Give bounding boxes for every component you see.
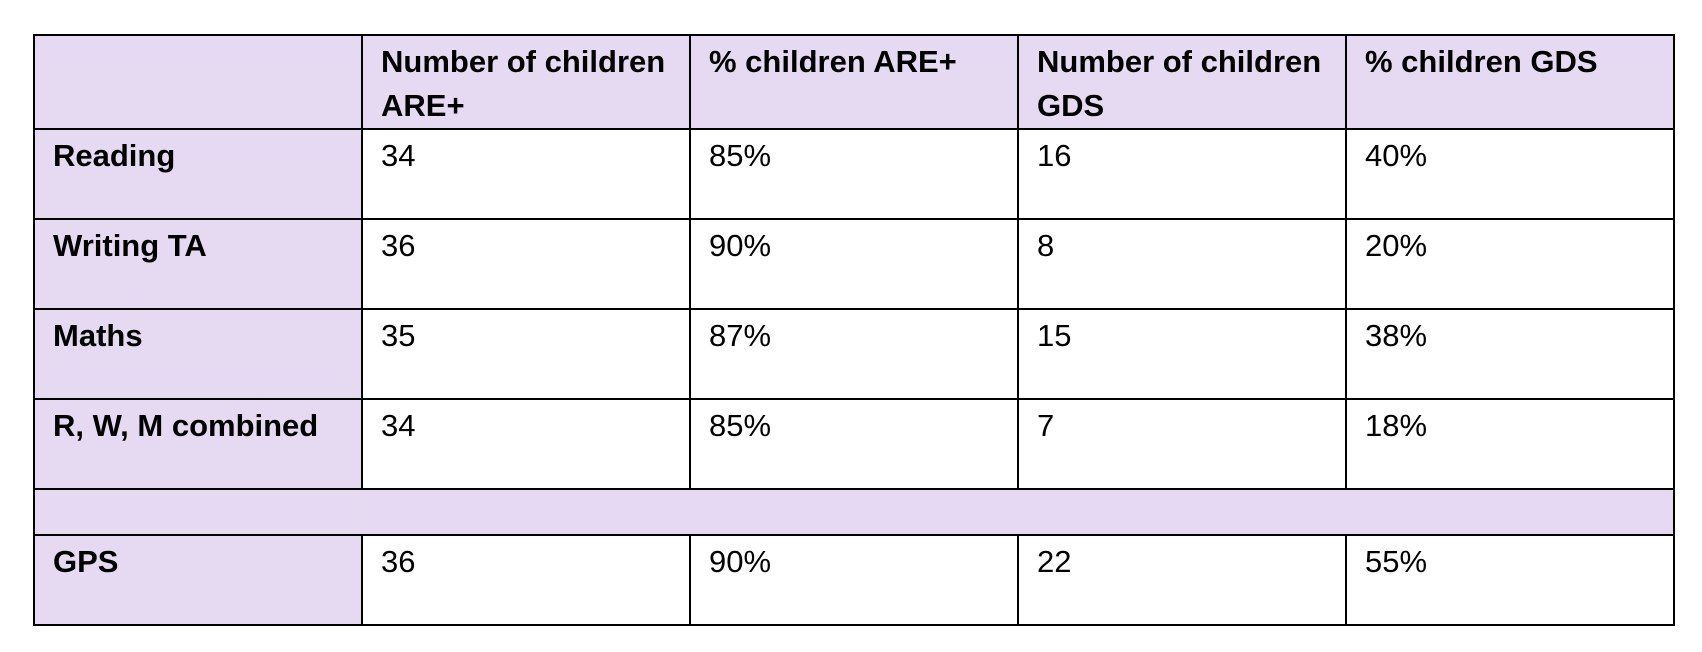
- table-cell: 22: [1017, 534, 1347, 626]
- table-spacer-row: [33, 488, 1675, 536]
- table-cell: 16: [1017, 128, 1347, 220]
- table-cell: 36: [361, 534, 691, 626]
- row-label-writing-ta: Writing TA: [33, 218, 363, 310]
- header-cell-number-gds: Number of children GDS: [1017, 34, 1347, 130]
- table-cell: 36: [361, 218, 691, 310]
- header-cell-percent-gds: % children GDS: [1345, 34, 1675, 130]
- header-corner-cell: [33, 34, 363, 130]
- table-cell: 90%: [689, 534, 1019, 626]
- table-cell: 18%: [1345, 398, 1675, 490]
- spacer-cell: [33, 488, 1675, 536]
- table-row: GPS 36 90% 22 55%: [33, 534, 1675, 626]
- header-cell-percent-are: % children ARE+: [689, 34, 1019, 130]
- table-cell: 34: [361, 398, 691, 490]
- row-label-reading: Reading: [33, 128, 363, 220]
- table-cell: 8: [1017, 218, 1347, 310]
- table-cell: 87%: [689, 308, 1019, 400]
- table-cell: 35: [361, 308, 691, 400]
- table-row: Maths 35 87% 15 38%: [33, 308, 1675, 400]
- table-cell: 55%: [1345, 534, 1675, 626]
- table-row: R, W, M combined 34 85% 7 18%: [33, 398, 1675, 490]
- table-cell: 38%: [1345, 308, 1675, 400]
- row-label-rwm-combined: R, W, M combined: [33, 398, 363, 490]
- table-cell: 85%: [689, 398, 1019, 490]
- table-cell: 40%: [1345, 128, 1675, 220]
- table-cell: 20%: [1345, 218, 1675, 310]
- table-cell: 15: [1017, 308, 1347, 400]
- table-cell: 34: [361, 128, 691, 220]
- row-label-gps: GPS: [33, 534, 363, 626]
- table-row: Reading 34 85% 16 40%: [33, 128, 1675, 220]
- table-header-row: Number of children ARE+ % children ARE+ …: [33, 34, 1675, 130]
- table-cell: 90%: [689, 218, 1019, 310]
- row-label-maths: Maths: [33, 308, 363, 400]
- table-cell: 85%: [689, 128, 1019, 220]
- header-cell-number-are: Number of children ARE+: [361, 34, 691, 130]
- results-table: Number of children ARE+ % children ARE+ …: [33, 34, 1675, 626]
- table-row: Writing TA 36 90% 8 20%: [33, 218, 1675, 310]
- table-cell: 7: [1017, 398, 1347, 490]
